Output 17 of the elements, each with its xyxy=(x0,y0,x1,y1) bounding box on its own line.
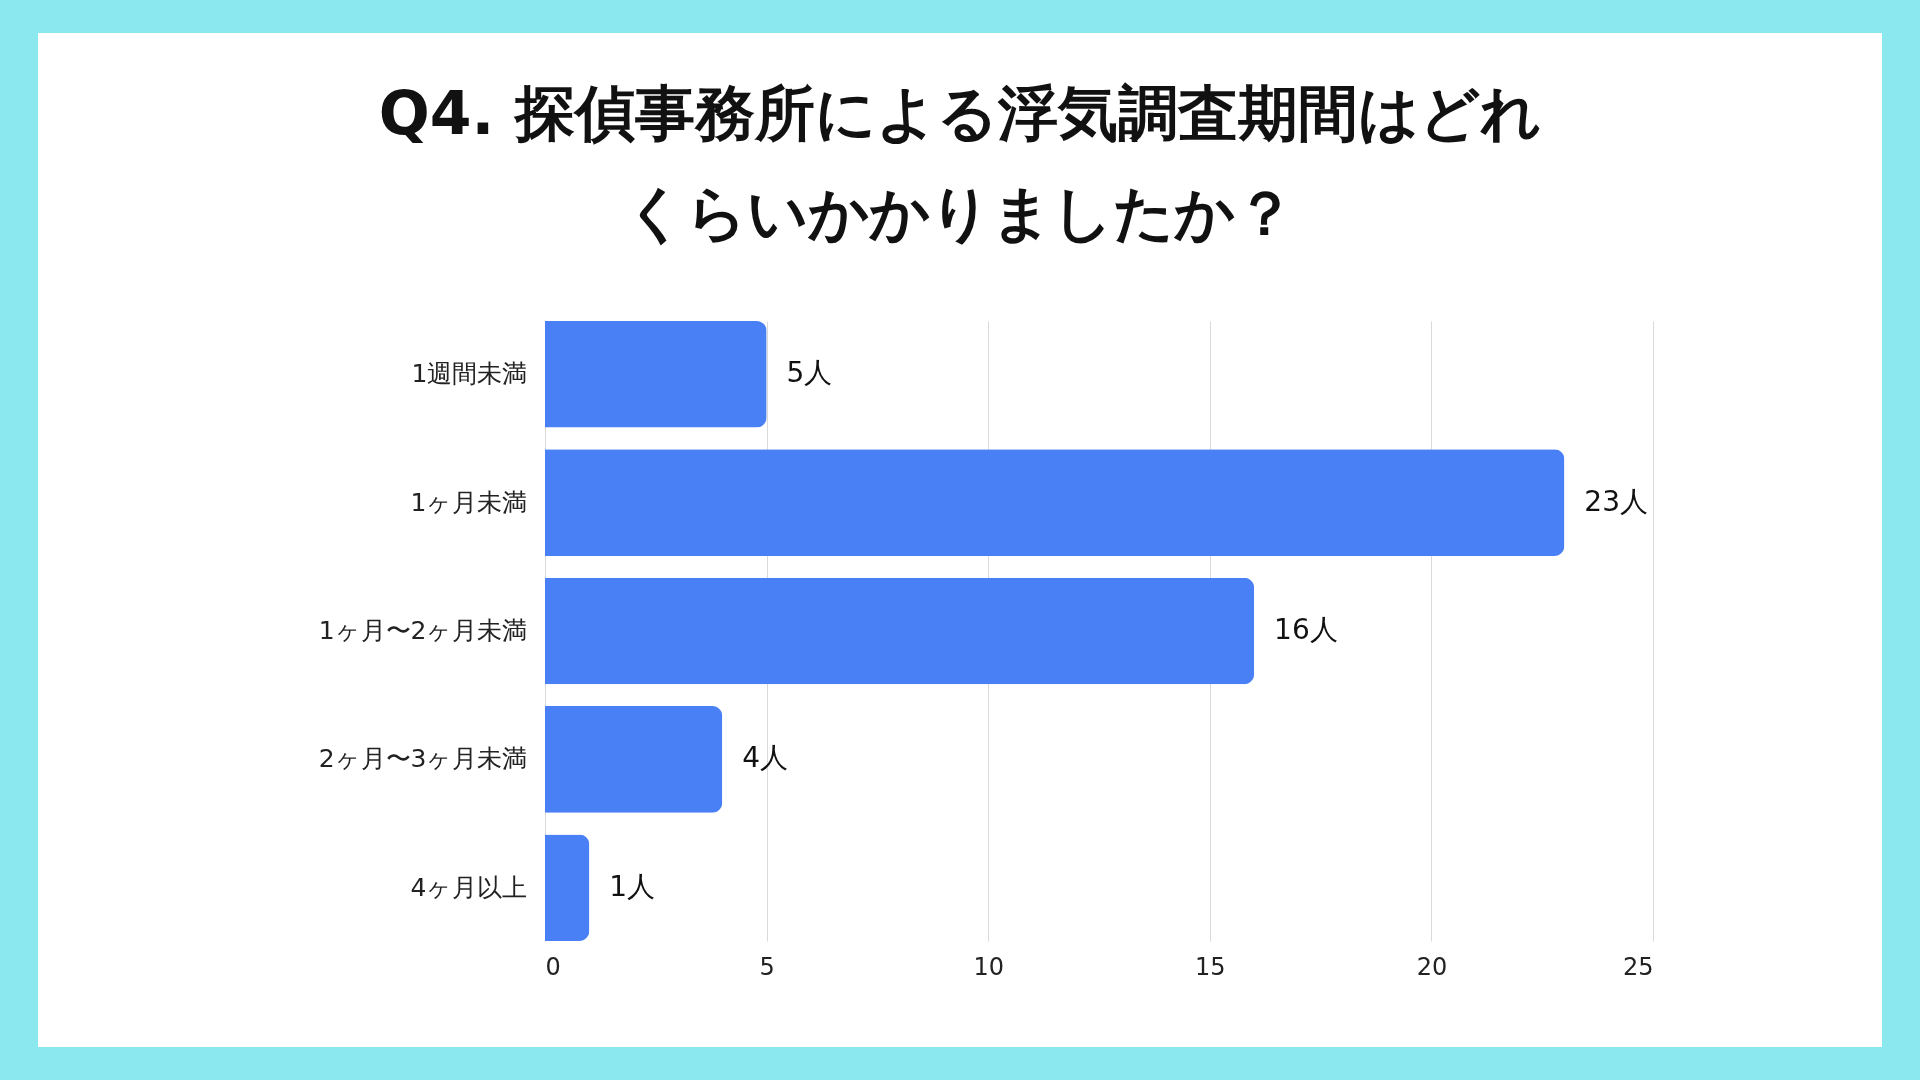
x-tick-label: 20 xyxy=(1416,952,1448,981)
data-label: 1人 xyxy=(609,869,656,903)
y-tick-label: 1週間未満 xyxy=(411,359,528,389)
chart-title: Q4. 探偵事務所による浮気調査期間はどれくらいかかりましたか？ xyxy=(377,77,1543,250)
x-tick-label: 0 xyxy=(545,952,561,981)
data-label: 23人 xyxy=(1584,484,1648,518)
y-tick-label: 1ヶ月〜2ヶ月未満 xyxy=(318,616,528,645)
x-tick-label: 5 xyxy=(759,952,775,981)
x-tick-label: 15 xyxy=(1195,952,1226,981)
y-tick-label: 1ヶ月未満 xyxy=(410,487,528,517)
y-tick-label: 4ヶ月以上 xyxy=(410,872,528,902)
x-tick-label: 10 xyxy=(973,952,1004,981)
y-tick-label: 2ヶ月〜3ヶ月未満 xyxy=(318,744,528,774)
data-label: 4人 xyxy=(742,741,789,775)
data-label: 5人 xyxy=(786,356,833,390)
data-label: 16人 xyxy=(1274,613,1338,646)
x-tick-label: 25 xyxy=(1622,952,1654,981)
